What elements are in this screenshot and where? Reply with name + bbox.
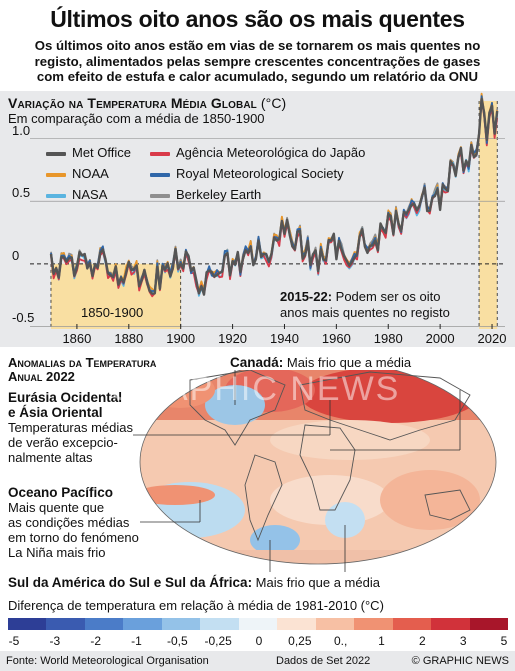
color-scale-swatch [277, 618, 316, 630]
temperature-anomaly-map [130, 359, 497, 572]
legend-label: Royal Meteorological Society [176, 166, 344, 181]
series-line-met-office [49, 97, 499, 296]
color-scale-tick: 3 [459, 634, 467, 648]
color-scale-tick: 0 [255, 634, 263, 648]
y-tick-label: 0.5 [12, 185, 31, 201]
callout-text: Podem ser os oito [332, 289, 441, 304]
x-tick-label: 1980 [373, 331, 403, 346]
color-scale-swatch [431, 618, 470, 630]
shaded-range-1 [479, 101, 498, 329]
annotation-eurasia: Eurásia Ocidental e Ásia Oriental Temper… [8, 390, 133, 465]
legend-label: Agência Meteorológica do Japão [176, 145, 366, 160]
color-scale [8, 618, 509, 630]
subtitle-line: Os últimos oito anos estão em vias de se… [34, 38, 481, 53]
color-scale-swatch [200, 618, 239, 630]
page-title: Últimos oito anos são os mais quentes [50, 6, 465, 32]
color-scale-swatch [238, 618, 278, 630]
color-scale-swatch [123, 618, 162, 630]
color-scale-swatch [392, 618, 432, 630]
legend-swatch [150, 151, 170, 156]
x-tick-label: 1940 [270, 331, 299, 346]
color-scale-tick: 0., [333, 634, 348, 648]
chart-unit: (°C) [260, 95, 287, 111]
color-scale-swatch [46, 618, 85, 630]
y-tick-label: 0 [12, 247, 20, 263]
color-scale-tick: -5 [8, 634, 20, 648]
color-scale-tick: 2 [418, 634, 426, 648]
temperature-line-chart [30, 92, 505, 329]
chart-title: Variação na Temperatura Média Global (°C… [8, 95, 287, 111]
legend-swatch [150, 172, 170, 177]
legend-entry: NOAA [46, 163, 109, 184]
legend-label: NOAA [72, 166, 109, 181]
color-scale-swatch [84, 618, 124, 630]
color-scale-tick: -2 [90, 634, 101, 648]
footer: Fonte: World Meteorological Organisation… [0, 651, 515, 671]
footer-source: Fonte: World Meteorological Organisation [6, 655, 209, 667]
color-scale-tick: -0,25 [204, 634, 232, 648]
page-subtitle: Os últimos oito anos estão em vias de se… [6, 38, 509, 85]
map-title: Anomalias da Temperatura Anual 2022 [8, 355, 157, 384]
x-tick-label: 1900 [166, 331, 196, 346]
color-scale-swatch [469, 618, 509, 630]
legend-entry: Berkeley Earth [150, 184, 261, 205]
y-tick-label: 1.0 [12, 122, 31, 138]
color-scale-tick: -0,5 [166, 634, 188, 648]
subtitle-line: registo, alimentados pelas sempre cresce… [34, 53, 481, 69]
legend-entry: Met Office [46, 142, 131, 163]
legend-label: NASA [72, 187, 108, 202]
x-tick-label: 2000 [425, 331, 455, 346]
annotation-pacific: Oceano Pacífico Mais quente que as condi… [8, 485, 139, 560]
legend-label: Met Office [72, 145, 132, 160]
color-scale-tick: -3 [49, 634, 61, 648]
subtitle-line: com efeito de estufa e calor acumulado, … [36, 69, 479, 84]
color-scale-swatch [8, 618, 47, 630]
color-scale-tick: -1 [131, 634, 142, 648]
footer-credit: © GRAPHIC NEWS [411, 655, 509, 667]
baseline-period-label: 1850-1900 [81, 305, 144, 320]
color-scale-swatch [315, 618, 355, 630]
recent-years-callout: 2015-22: Podem ser os oito anos mais que… [280, 289, 450, 321]
x-tick-label: 1920 [218, 331, 248, 346]
x-tick-label: 1880 [114, 331, 144, 346]
legend-swatch [46, 151, 66, 156]
legend-swatch [46, 193, 66, 198]
color-scale-tick: 5 [500, 634, 508, 648]
callout-text: anos mais quentes no registo [280, 305, 450, 320]
legend-entry: Agência Meteorológica do Japão [150, 142, 365, 163]
legend-swatch [46, 172, 66, 177]
legend-entry: Royal Meteorological Society [150, 163, 344, 184]
footer-date: Dados de Set 2022 [276, 655, 371, 667]
watermark: GRAPHIC NEWS [110, 370, 401, 408]
color-scale-tick: 0,25 [288, 634, 312, 648]
chart-subtitle: Em comparação com a média de 1850-1900 [8, 111, 265, 126]
legend-label: Berkeley Earth [176, 187, 262, 202]
y-tick-label: -0.5 [12, 310, 35, 326]
color-scale-swatch [354, 618, 393, 630]
x-tick-label: 2020 [477, 331, 507, 346]
legend-entry: NASA [46, 184, 107, 205]
callout-bold: 2015-22: [280, 289, 333, 304]
legend-swatch [150, 193, 170, 198]
x-tick-label: 1860 [62, 331, 92, 346]
annotation-south: Sul da América do Sul e Sul da África: M… [8, 575, 380, 590]
color-scale-title: Diferença de temperatura em relação à mé… [8, 598, 384, 613]
annotation-canada: Canadá: Mais frio que a média [230, 355, 412, 370]
color-scale-tick: 1 [378, 634, 385, 648]
x-tick-label: 1960 [321, 331, 351, 346]
color-scale-swatch [161, 618, 201, 630]
